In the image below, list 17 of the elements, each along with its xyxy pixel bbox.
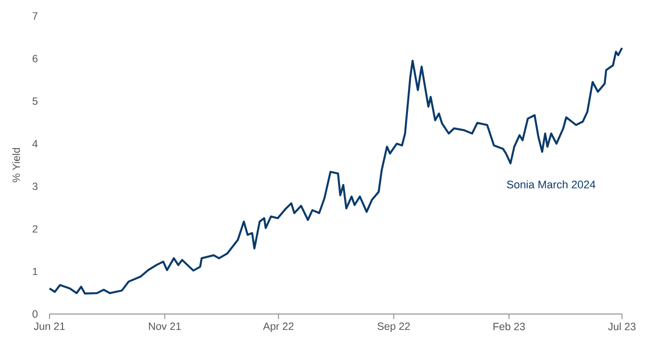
y-tick-label: 1 [32, 268, 38, 276]
x-tick-label: Apr 22 [263, 322, 294, 332]
y-tick-label: 4 [32, 140, 38, 148]
x-tick-label: Jun 21 [34, 322, 65, 330]
y-tick-label: 3 [32, 182, 38, 190]
series-label: Sonia March 2024 [506, 180, 596, 188]
x-tick-label: Jul 23 [608, 322, 636, 330]
y-tick-label: 7 [32, 12, 38, 20]
x-tick-label: Sep 22 [378, 322, 410, 332]
y-tick-label: 2 [32, 225, 38, 233]
y-tick-label: 6 [32, 54, 38, 62]
x-tick-label: Nov 21 [148, 322, 181, 330]
y-tick-label: 5 [32, 97, 38, 105]
y-axis-title: % Yield [12, 148, 20, 182]
x-tick-label: Feb 23 [494, 322, 525, 330]
y-tick-label: 0 [32, 310, 38, 318]
line-series [48, 46, 623, 295]
